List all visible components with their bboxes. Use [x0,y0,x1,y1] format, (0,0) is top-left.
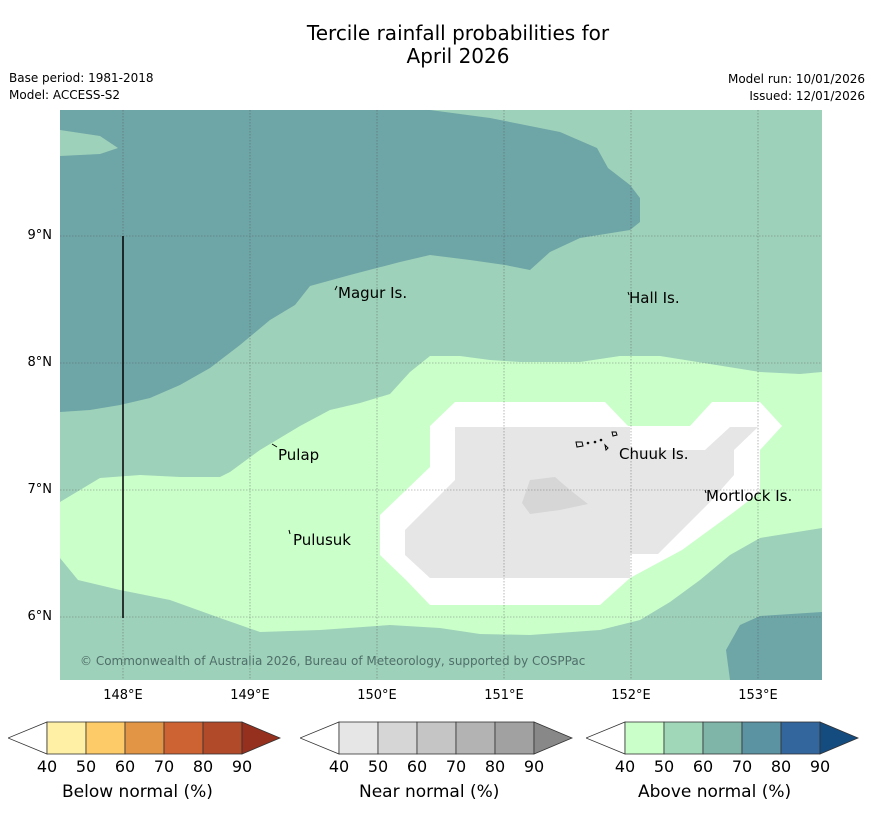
above-seg-5 [780,721,821,755]
lat-label-9n: 9°N [27,228,53,243]
near-tick-80: 80 [484,757,506,776]
below-tick-40: 40 [36,757,58,776]
copyright-text: © Commonwealth of Australia 2026, Bureau… [80,654,586,668]
below-tick-50: 50 [75,757,97,776]
model-run-text: Model run: 10/01/2026 [727,72,865,86]
hall-island-mark [627,291,630,296]
meta-left: Base period: 1981-2018 Model: ACCESS-S2 [9,70,154,104]
below-tick-90: 90 [231,757,253,776]
below-tick-80: 80 [192,757,214,776]
near-tick-70: 70 [445,757,467,776]
place-hall: Hall Is. [629,289,680,307]
chuuk-island-dot-2 [593,440,597,444]
lon-label-148e: 148°E [103,688,143,703]
island-outlines [271,285,707,535]
near-seg-5 [494,721,535,755]
above-seg-2 [663,721,704,755]
lat-label-8n: 8°N [27,355,53,370]
near-normal-label: Near normal (%) [359,782,500,802]
issued-text: Issued: 12/01/2026 [749,89,865,103]
colorbar-below-normal [8,721,282,755]
zone-above-50-notch [60,130,118,156]
lon-label-151e: 151°E [484,688,524,703]
above-seg-1 [624,721,665,755]
place-magur: Magur Is. [338,284,408,302]
lon-label-152e: 152°E [611,688,651,703]
chuuk-island-mark-1 [575,441,584,448]
lat-label-6n: 6°N [27,609,53,624]
above-normal-label: Above normal (%) [638,782,792,802]
below-normal-label: Below normal (%) [62,782,213,802]
zone-near-50 [522,477,588,514]
title-line-2: April 2026 [406,44,510,68]
place-pulap: Pulap [278,446,320,464]
below-tick-60: 60 [114,757,136,776]
colorbar-near-normal [300,721,574,755]
above-tick-80: 80 [770,757,792,776]
above-over-arrow [819,721,860,755]
near-tick-40: 40 [328,757,350,776]
below-seg-4 [163,721,204,755]
above-seg-3 [702,721,743,755]
place-chuuk: Chuuk Is. [619,445,689,463]
base-period-text: Base period: 1981-2018 [9,71,154,85]
below-seg-1 [46,721,87,755]
below-seg-3 [124,721,165,755]
near-seg-3 [416,721,457,755]
zone-above-60-north [60,110,640,412]
place-pulusuk: Pulusuk [293,531,351,549]
chart-title: Tercile rainfall probabilities for April… [0,22,873,68]
near-tick-50: 50 [367,757,389,776]
meta-right: Model run: 10/01/2026 Issued: 12/01/2026 [728,71,865,105]
above-tick-40: 40 [614,757,636,776]
above-seg-4 [741,721,782,755]
near-seg-2 [377,721,418,755]
near-tick-90: 90 [523,757,545,776]
chuuk-island-dot-1 [586,441,590,445]
below-tick-70: 70 [153,757,175,776]
above-tick-60: 60 [692,757,714,776]
lon-label-150e: 150°E [357,688,397,703]
chuuk-island-mark-2 [611,431,618,437]
above-tick-70: 70 [731,757,753,776]
place-mortlock: Mortlock Is. [706,487,793,505]
below-seg-5 [202,721,243,755]
near-tick-60: 60 [406,757,428,776]
lon-label-153e: 153°E [738,688,778,703]
colorbar-above-normal [586,721,860,755]
near-over-arrow [533,721,574,755]
model-text: Model: ACCESS-S2 [9,88,121,102]
title-line-1: Tercile rainfall probabilities for [306,21,610,45]
below-over-arrow [241,721,282,755]
zone-above-60-southeast [726,612,822,680]
chuuk-island-mark-3 [604,443,609,452]
forecast-map[interactable] [60,110,822,680]
above-under-arrow [586,721,626,755]
below-under-arrow [8,721,48,755]
lon-label-149e: 149°E [230,688,270,703]
below-seg-2 [85,721,126,755]
chuuk-island-dot-3 [599,438,603,442]
near-under-arrow [300,721,340,755]
above-tick-90: 90 [809,757,831,776]
pulusuk-island-mark [288,529,291,535]
near-seg-4 [455,721,496,755]
mortlock-island-mark [704,489,707,494]
above-tick-50: 50 [653,757,675,776]
near-seg-1 [338,721,379,755]
pulap-island-mark [271,443,278,448]
magur-island-mark [334,285,338,291]
lat-label-7n: 7°N [27,482,53,497]
